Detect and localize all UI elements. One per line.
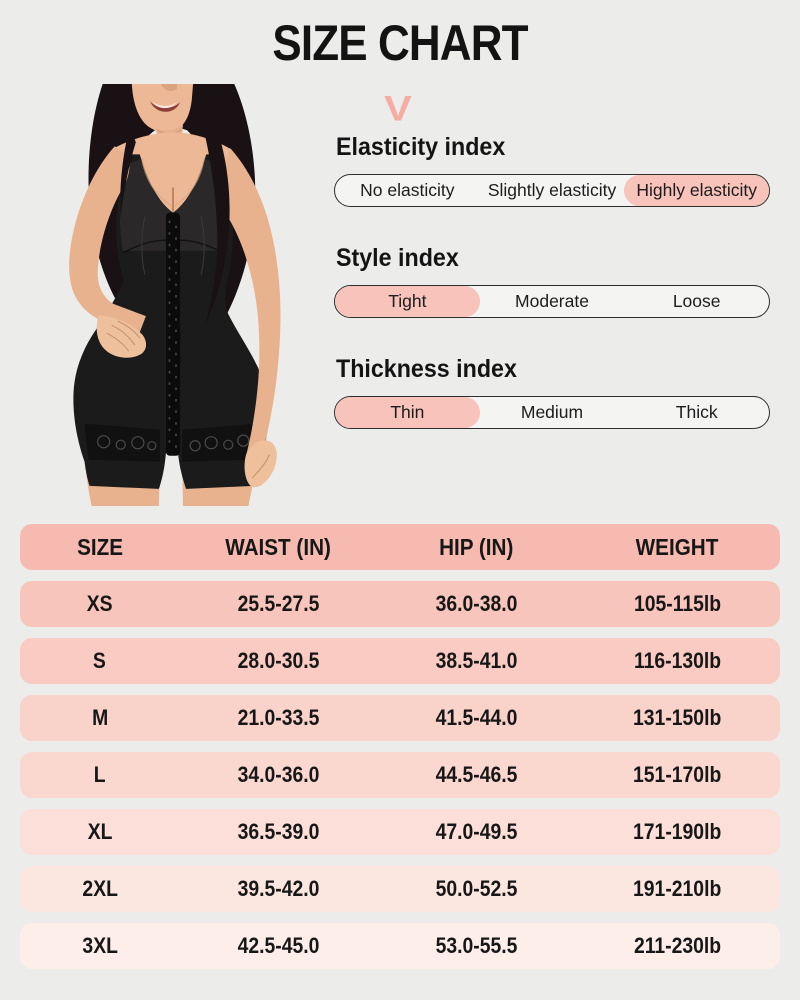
cell-hip: 50.0-52.5 xyxy=(435,876,517,901)
index-panel: Elasticity index No elasticity Slightly … xyxy=(334,133,770,429)
column-header-size: SIZE xyxy=(76,533,123,560)
woman-in-black-shapewear-illustration xyxy=(69,84,281,506)
table-row: S 28.0-30.5 38.5-41.0 116-130lb xyxy=(20,638,780,684)
product-model-photo xyxy=(18,84,330,506)
cell-size: XS xyxy=(86,591,113,616)
option-no-elasticity: No elasticity xyxy=(360,180,455,200)
column-header-waist: WAIST (IN) xyxy=(225,533,332,560)
cell-hip: 38.5-41.0 xyxy=(435,648,517,673)
elasticity-index-bar: No elasticity Slightly elasticity Highly… xyxy=(334,174,770,207)
table-row: XL 36.5-39.0 47.0-49.5 171-190lb xyxy=(20,809,780,855)
table-row: 2XL 39.5-42.0 50.0-52.5 191-210lb xyxy=(20,866,780,912)
option-loose: Loose xyxy=(672,291,721,311)
style-index-section: Style index Tight Moderate Loose xyxy=(334,244,770,318)
option-medium: Medium xyxy=(520,402,584,422)
cell-waist: 25.5-27.5 xyxy=(237,591,320,616)
elasticity-index-section: Elasticity index No elasticity Slightly … xyxy=(334,133,770,207)
option-thick: Thick xyxy=(675,402,718,422)
style-index-heading: Style index xyxy=(336,244,459,272)
page-title: SIZE CHART xyxy=(272,15,528,71)
thickness-index-section: Thickness index Thin Medium Thick xyxy=(334,355,770,429)
cell-waist: 34.0-36.0 xyxy=(237,762,320,787)
v-decoration-icon: V xyxy=(384,89,412,128)
style-index-bar: Tight Moderate Loose xyxy=(334,285,770,318)
thickness-index-heading: Thickness index xyxy=(336,355,517,383)
column-header-hip: HIP (IN) xyxy=(438,533,514,560)
table-row: 3XL 42.5-45.0 53.0-55.5 211-230lb xyxy=(20,923,780,969)
cell-hip: 47.0-49.5 xyxy=(435,819,517,844)
cell-hip: 53.0-55.5 xyxy=(435,933,517,958)
cell-weight: 131-150lb xyxy=(633,705,722,730)
cell-waist: 21.0-33.5 xyxy=(237,705,320,730)
cell-weight: 105-115lb xyxy=(633,591,721,616)
table-row: XS 25.5-27.5 36.0-38.0 105-115lb xyxy=(20,581,780,627)
cell-size: S xyxy=(93,648,107,673)
cell-waist: 36.5-39.0 xyxy=(237,819,320,844)
table-row: L 34.0-36.0 44.5-46.5 151-170lb xyxy=(20,752,780,798)
cell-size: XL xyxy=(87,819,113,844)
cell-weight: 211-230lb xyxy=(633,933,721,958)
thickness-index-bar: Thin Medium Thick xyxy=(334,396,770,429)
elasticity-index-heading: Elasticity index xyxy=(336,133,506,161)
cell-waist: 42.5-45.0 xyxy=(237,933,320,958)
option-highly-elasticity: Highly elasticity xyxy=(624,175,769,206)
cell-size: L xyxy=(93,762,106,787)
cell-size: 2XL xyxy=(82,876,118,901)
cell-hip: 41.5-44.0 xyxy=(435,705,517,730)
cell-weight: 116-130lb xyxy=(633,648,721,673)
option-thin: Thin xyxy=(335,397,480,428)
cell-size: 3XL xyxy=(82,933,118,958)
cell-hip: 44.5-46.5 xyxy=(435,762,517,787)
cell-hip: 36.0-38.0 xyxy=(435,591,517,616)
cell-weight: 171-190lb xyxy=(633,819,722,844)
table-row: M 21.0-33.5 41.5-44.0 131-150lb xyxy=(20,695,780,741)
table-header-row: SIZE WAIST (IN) HIP (IN) WEIGHT xyxy=(20,524,780,570)
cell-waist: 39.5-42.0 xyxy=(237,876,320,901)
cell-size: M xyxy=(91,705,108,730)
size-table: SIZE WAIST (IN) HIP (IN) WEIGHT XS 25.5-… xyxy=(20,524,780,969)
column-header-weight: WEIGHT xyxy=(636,533,719,560)
option-moderate: Moderate xyxy=(515,291,589,311)
cell-weight: 191-210lb xyxy=(633,876,722,901)
option-slightly-elasticity: Slightly elasticity xyxy=(487,180,617,200)
cell-waist: 28.0-30.5 xyxy=(237,648,320,673)
option-tight: Tight xyxy=(335,286,480,317)
cell-weight: 151-170lb xyxy=(633,762,722,787)
